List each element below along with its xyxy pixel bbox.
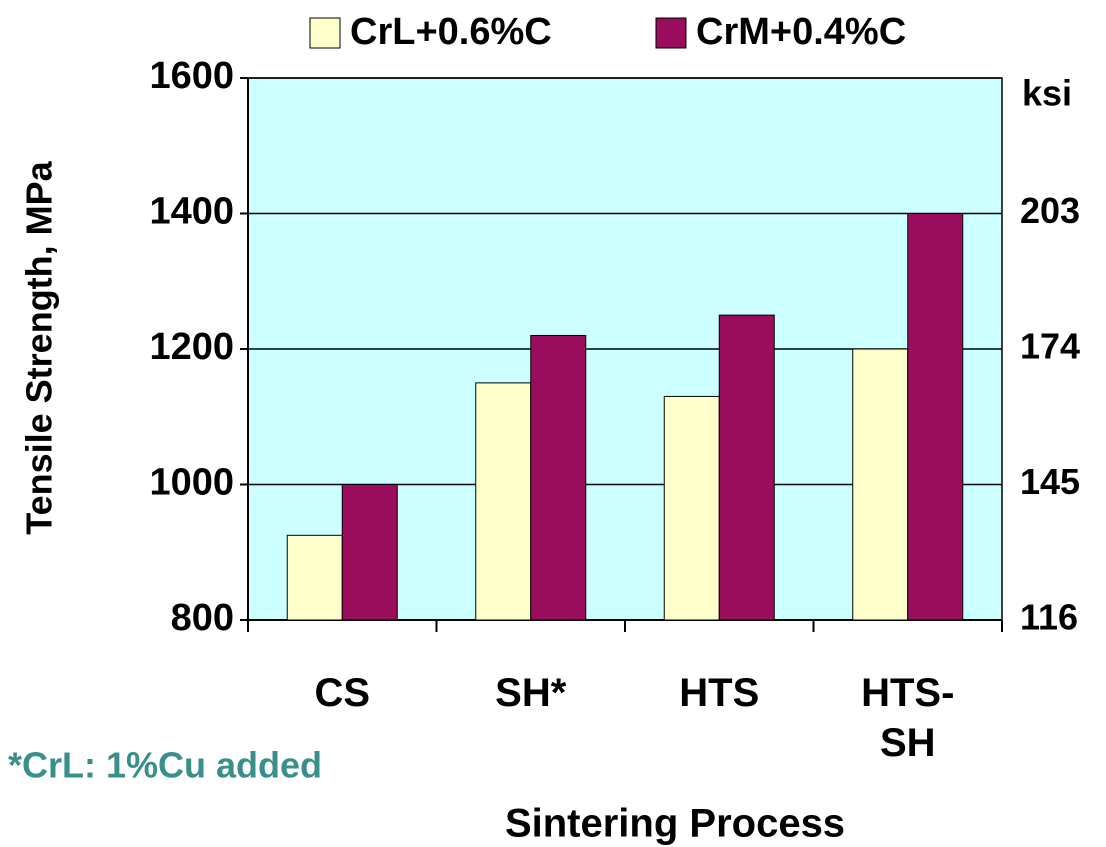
bar bbox=[663, 395, 720, 621]
x-tick-label: SH* bbox=[495, 671, 567, 715]
y2-axis-label: ksi bbox=[1022, 73, 1072, 114]
bar bbox=[530, 334, 587, 621]
bar bbox=[341, 484, 398, 621]
legend-swatch bbox=[309, 17, 341, 49]
y2-tick-label: 116 bbox=[1020, 597, 1078, 638]
y-tick-label: 1400 bbox=[149, 191, 234, 233]
y-tick-label: 800 bbox=[171, 597, 234, 639]
y-tick-label: 1200 bbox=[149, 326, 234, 368]
legend-swatch bbox=[655, 17, 687, 49]
y2-tick-label: 145 bbox=[1020, 461, 1080, 502]
y2-tick-label: 203 bbox=[1020, 190, 1080, 231]
bar bbox=[475, 382, 532, 621]
bar bbox=[718, 314, 775, 621]
legend-label: CrL+0.6%C bbox=[350, 11, 552, 53]
bar bbox=[852, 348, 909, 621]
y-axis-label: Tensile Strength, MPa bbox=[19, 160, 60, 534]
bar bbox=[907, 213, 964, 621]
y-tick-label: 1000 bbox=[149, 462, 234, 504]
x-tick-label: HTS bbox=[679, 671, 760, 715]
y-tick-label: 1600 bbox=[149, 55, 234, 97]
annotation: *CrL: 1%Cu added bbox=[8, 745, 322, 786]
bar bbox=[286, 534, 343, 621]
x-tick-label: CS bbox=[314, 671, 371, 715]
x-axis-label: Sintering Process bbox=[505, 802, 845, 846]
legend-label: CrM+0.4%C bbox=[696, 11, 906, 53]
y2-tick-label: 174 bbox=[1020, 326, 1080, 367]
x-tick-label: HTS-SH bbox=[861, 671, 955, 765]
